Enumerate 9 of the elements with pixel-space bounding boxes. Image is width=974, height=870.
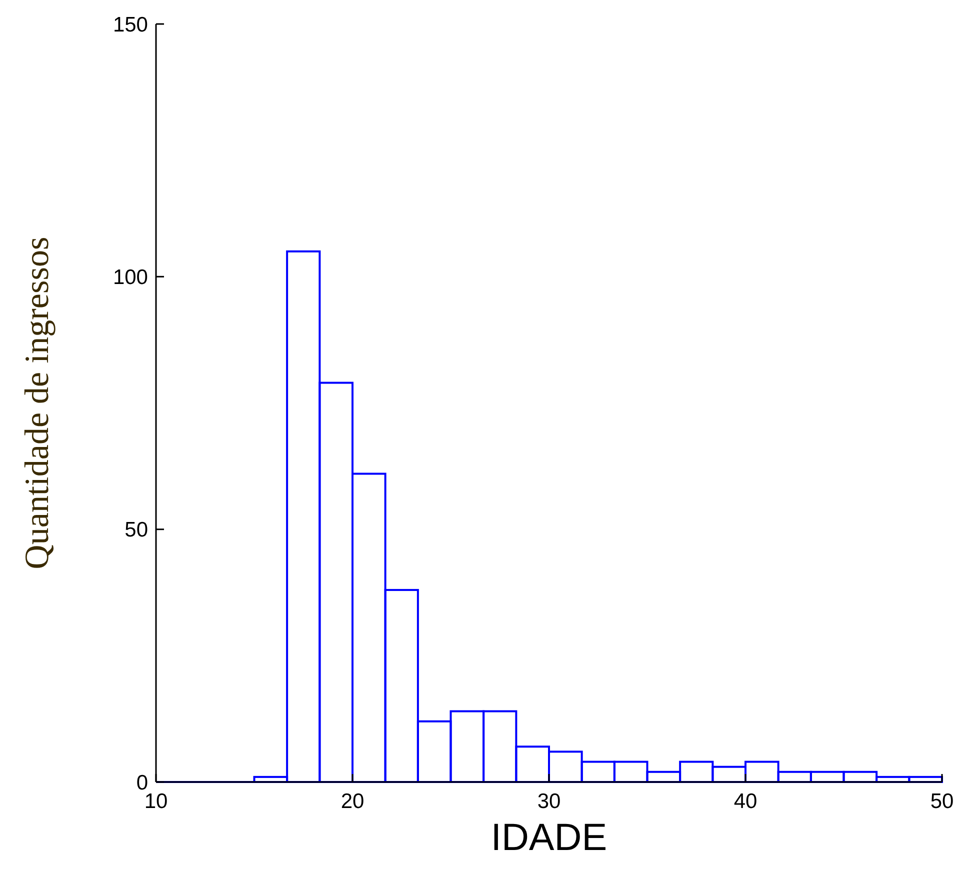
x-tick-label: 40 (734, 790, 758, 813)
y-axis-title: Quantidade de ingressos (19, 236, 56, 570)
x-tick-label: 20 (340, 790, 364, 813)
y-tick-label: 50 (124, 518, 148, 542)
x-tick-label: 50 (930, 790, 954, 813)
x-axis-title: IDADE (490, 817, 608, 859)
y-tick-label: 100 (112, 266, 148, 290)
y-tick-label: 150 (112, 13, 148, 36)
x-tick-label: 30 (537, 790, 561, 813)
